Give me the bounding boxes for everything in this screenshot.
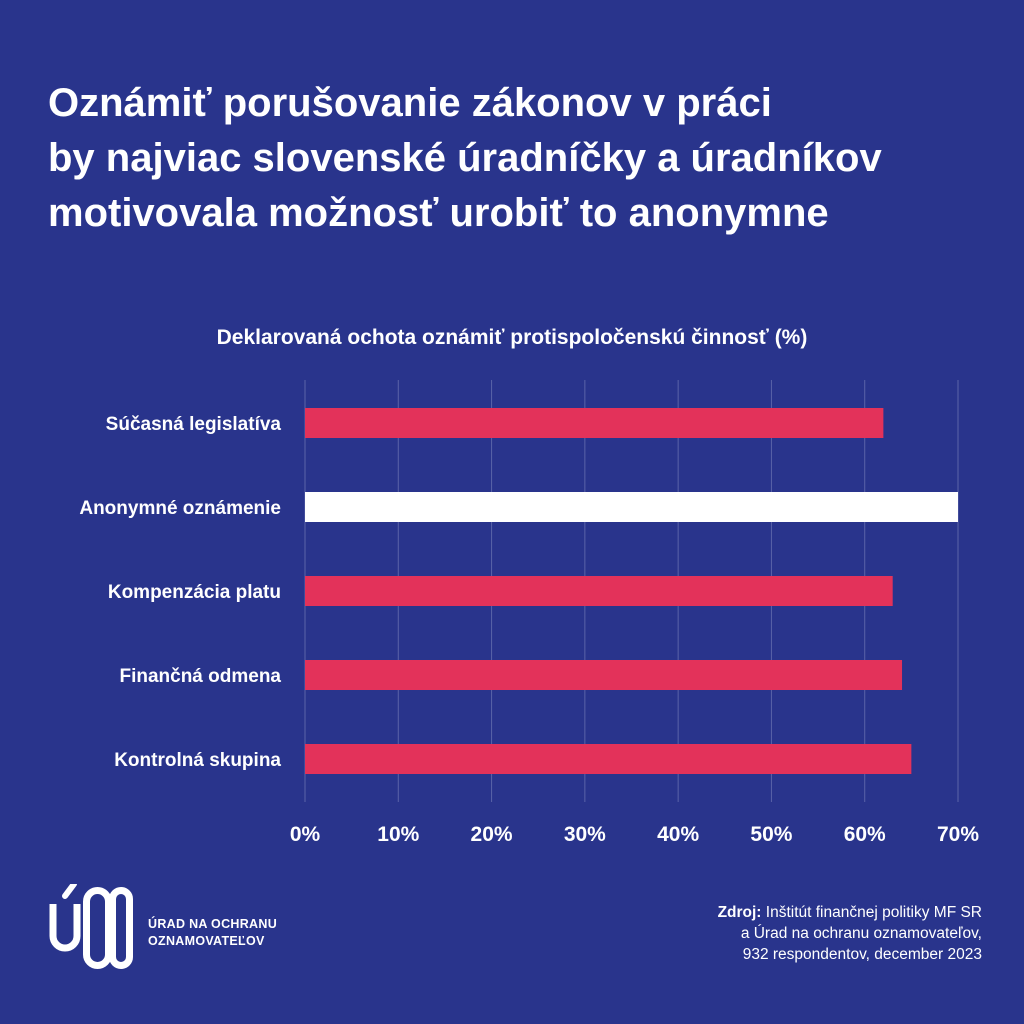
bar (305, 492, 958, 522)
source-label: Zdroj: (717, 904, 762, 921)
source-text: Inštitút finančnej politiky MF SR (761, 904, 982, 921)
organization-name: ÚRAD NA OCHRANU OZNAMOVATEĽOV (148, 916, 277, 950)
bar-chart: 0% 10% 20% 30% 40% 50% 60% 70% Súčasná legislatí… (79, 380, 979, 846)
x-tick-label: 70% (937, 823, 979, 846)
title-line: motivovala možnosť urobiť to anonymne (48, 191, 829, 235)
x-tick-label: 0% (290, 823, 321, 846)
x-tick-label: 60% (844, 823, 886, 846)
x-tick-label: 20% (471, 823, 513, 846)
org-name-line: OZNAMOVATEĽOV (148, 934, 265, 948)
bar (305, 576, 893, 606)
bar (305, 408, 884, 438)
x-tick-label: 50% (750, 823, 792, 846)
category-label: Kontrolná skupina (114, 750, 281, 771)
source-line: a Úrad na ochranu oznamovateľov, (740, 925, 982, 942)
title-line: Oznámiť porušovanie zákonov v práci (48, 81, 772, 125)
page-title: Oznámiť porušovanie zákonov v práci by n… (48, 76, 988, 241)
uoo-logo (49, 884, 133, 969)
x-tick-label: 30% (564, 823, 606, 846)
org-name-line: ÚRAD NA OCHRANU (148, 917, 278, 931)
bar (305, 660, 903, 690)
source-line: Zdroj: Inštitút finančnej politiky MF SR (718, 902, 982, 923)
title-line: by najviac slovenské úradníčky a úradník… (48, 136, 882, 180)
x-tick-label: 10% (377, 823, 419, 846)
source-note: Zdroj: Inštitút finančnej politiky MF SR… (718, 902, 982, 965)
category-label: Kompenzácia platu (108, 582, 281, 603)
chart-title: Deklarovaná ochota oznámiť protispoločen… (216, 326, 808, 349)
category-label: Anonymné oznámenie (79, 498, 281, 519)
bar (305, 744, 912, 774)
x-tick-label: 40% (657, 823, 699, 846)
category-label: Súčasná legislatíva (106, 414, 282, 435)
source-line: 932 respondentov, december 2023 (742, 946, 982, 963)
category-label: Finančná odmena (119, 666, 281, 687)
